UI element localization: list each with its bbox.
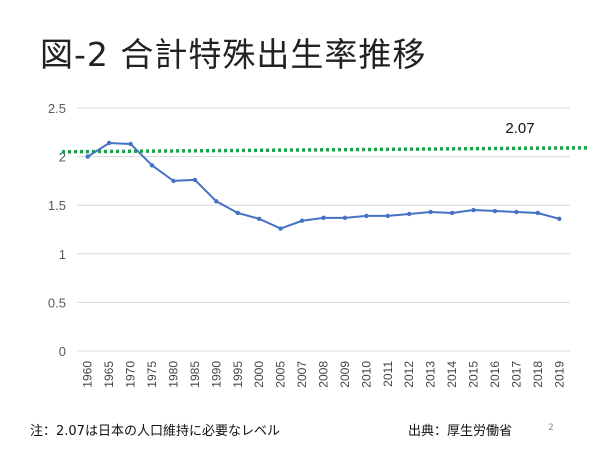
y-tick-label: 0 xyxy=(59,344,66,359)
x-tick-label: 1990 xyxy=(209,361,223,388)
reference-line xyxy=(61,146,589,154)
data-point xyxy=(149,163,155,168)
x-tick-label: 2012 xyxy=(402,361,416,388)
x-tick-label: 1975 xyxy=(145,361,159,388)
data-point xyxy=(535,210,541,216)
data-point xyxy=(514,209,519,215)
x-tick-label: 2017 xyxy=(509,361,523,388)
data-point xyxy=(278,226,283,231)
y-tick-label: 2.5 xyxy=(48,101,66,116)
x-tick-label: 2011 xyxy=(381,361,395,387)
y-tick-label: 2 xyxy=(59,150,66,165)
data-point xyxy=(128,141,133,147)
x-tick-label: 2014 xyxy=(445,361,459,388)
y-tick-label: 1.5 xyxy=(48,198,66,213)
x-tick-label: 2018 xyxy=(531,361,545,388)
data-point xyxy=(85,154,90,159)
data-point xyxy=(321,215,326,221)
x-tick-label: 2015 xyxy=(467,361,481,388)
x-tick-label: 1985 xyxy=(188,361,202,388)
data-point xyxy=(192,177,198,183)
data-point xyxy=(364,213,369,219)
x-tick-label: 2013 xyxy=(424,361,438,388)
data-point xyxy=(492,208,498,214)
data-point xyxy=(256,216,262,222)
x-tick-label: 2009 xyxy=(338,361,352,388)
x-tick-label: 1965 xyxy=(102,361,116,388)
data-point xyxy=(428,209,433,215)
data-point xyxy=(299,218,305,223)
x-tick-label: 2010 xyxy=(359,361,373,388)
x-tick-label: 1970 xyxy=(124,361,138,388)
data-point xyxy=(449,210,455,216)
x-tick-label: 1960 xyxy=(81,361,95,388)
x-tick-label: 2016 xyxy=(488,361,502,388)
data-point xyxy=(106,140,112,146)
footnote: 注：2.07は日本の人口維持に必要なレベル xyxy=(30,424,280,439)
data-point xyxy=(235,210,240,216)
data-point xyxy=(557,216,562,222)
x-tick-label: 1980 xyxy=(166,361,180,388)
reference-label: 2.07 xyxy=(505,120,534,137)
data-point xyxy=(385,213,391,219)
x-tick-label: 1995 xyxy=(231,361,245,388)
data-point xyxy=(342,215,348,221)
y-tick-label: 0.5 xyxy=(48,295,66,310)
x-tick-label: 2019 xyxy=(552,361,566,388)
x-tick-label: 2000 xyxy=(252,361,266,388)
source-note: 出典：厚生労働省 xyxy=(408,424,513,439)
data-point xyxy=(471,207,476,213)
slide-title: 図-2 合計特殊出生率推移 xyxy=(40,35,427,74)
y-tick-label: 1 xyxy=(59,247,66,262)
x-tick-label: 2008 xyxy=(317,361,331,388)
x-tick-label: 2007 xyxy=(295,361,309,388)
data-point xyxy=(214,199,219,204)
x-tick-label: 2005 xyxy=(274,361,288,388)
page-number: 2 xyxy=(548,423,554,433)
data-point xyxy=(407,211,412,217)
data-point xyxy=(171,178,176,184)
